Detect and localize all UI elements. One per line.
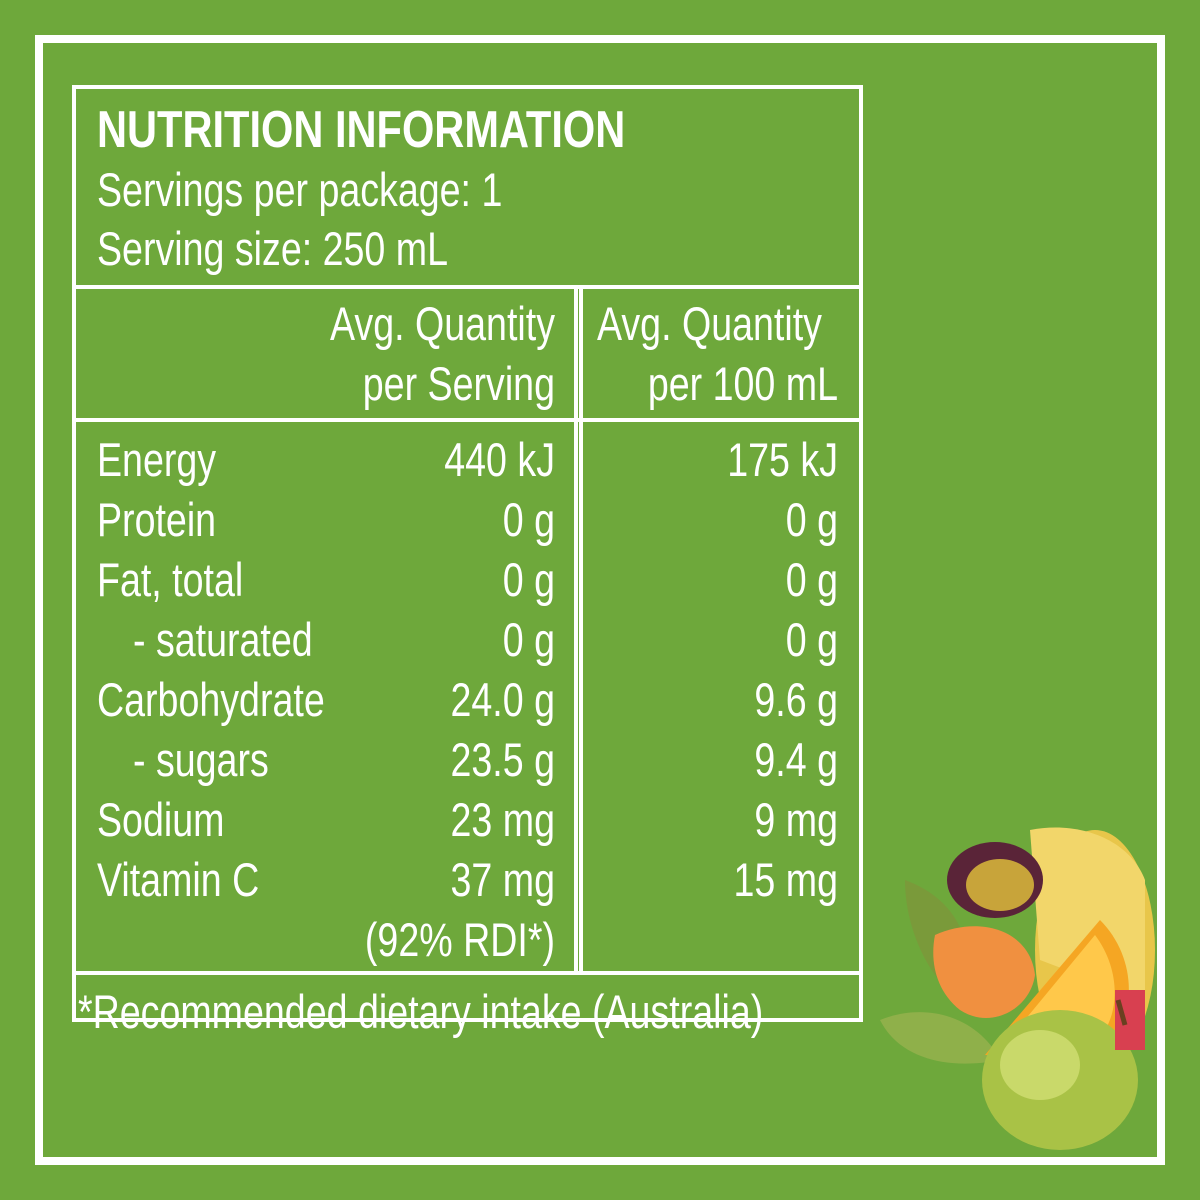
table-lines — [72, 85, 863, 1022]
nutrient-name-group: Sodium — [97, 794, 224, 847]
column-header: per Serving — [363, 358, 555, 411]
column-header-group: per 100 mL — [648, 358, 838, 411]
nutrient-name: Fat, total — [97, 554, 243, 607]
per-100ml-group: 0 g — [786, 494, 838, 547]
per-100ml-group: 9.4 g — [754, 734, 838, 787]
servings-group: Servings per package: 1 — [97, 164, 502, 217]
nutrient-name: - sugars — [133, 734, 269, 787]
rdi-note: (92% RDI*) — [365, 914, 555, 967]
footnote-group: *Recommended dietary intake (Australia) — [78, 986, 763, 1039]
serving-size-group: Serving size: 250 mL — [97, 223, 448, 276]
nutrient-name: Carbohydrate — [97, 674, 325, 727]
per-100ml: 0 g — [786, 614, 838, 667]
per-serving-group: 0 g — [503, 494, 555, 547]
per-serving: 23 mg — [451, 794, 555, 847]
nutrient-name: Energy — [97, 434, 217, 487]
serving-size: Serving size: 250 mL — [97, 223, 448, 276]
per-serving-group: 37 mg — [451, 854, 555, 907]
nutrient-name-group: Vitamin C — [97, 854, 259, 907]
per-100ml: 175 kJ — [727, 434, 838, 487]
nutrient-name-group: Protein — [97, 494, 216, 547]
per-serving: 0 g — [503, 554, 555, 607]
per-100ml-group: 9 mg — [754, 794, 838, 847]
fruit-illustration — [880, 827, 1155, 1150]
nutrient-name: - saturated — [133, 614, 313, 667]
per-serving-group: 0 g — [503, 554, 555, 607]
per-100ml-group: 15 mg — [734, 854, 838, 907]
title-group: NUTRITION INFORMATION — [97, 100, 625, 159]
per-serving: 0 g — [503, 614, 555, 667]
rdi-note-group: (92% RDI*) — [365, 914, 555, 967]
per-100ml: 9 mg — [754, 794, 838, 847]
per-serving: 440 kJ — [444, 434, 555, 487]
per-serving-group: 24.0 g — [450, 674, 555, 727]
title: NUTRITION INFORMATION — [97, 100, 625, 159]
per-serving: 24.0 g — [450, 674, 555, 727]
per-serving: 0 g — [503, 494, 555, 547]
nutrient-name: Protein — [97, 494, 216, 547]
per-100ml-group: 175 kJ — [727, 434, 838, 487]
per-100ml-group: 9.6 g — [754, 674, 838, 727]
per-serving: 23.5 g — [450, 734, 555, 787]
per-100ml-group: 0 g — [786, 554, 838, 607]
per-100ml: 0 g — [786, 494, 838, 547]
nutrient-name: Sodium — [97, 794, 224, 847]
per-100ml: 15 mg — [734, 854, 838, 907]
nutrient-name: Vitamin C — [97, 854, 259, 907]
outer-border — [35, 35, 1165, 1165]
column-header: Avg. Quantity — [330, 298, 556, 351]
per-serving: 37 mg — [451, 854, 555, 907]
column-header-group: per Serving — [363, 358, 555, 411]
per-100ml: 9.6 g — [754, 674, 838, 727]
nutrient-name-group: Carbohydrate — [97, 674, 325, 727]
per-serving-group: 440 kJ — [444, 434, 555, 487]
per-100ml: 0 g — [786, 554, 838, 607]
per-100ml-group: 0 g — [786, 614, 838, 667]
servings: Servings per package: 1 — [97, 164, 502, 217]
per-serving-group: 0 g — [503, 614, 555, 667]
per-100ml: 9.4 g — [754, 734, 838, 787]
nutrient-name-group: Fat, total — [97, 554, 243, 607]
column-header: per 100 mL — [648, 358, 838, 411]
per-serving-group: 23 mg — [451, 794, 555, 847]
nutrient-name-group: - sugars — [133, 734, 269, 787]
per-serving-group: 23.5 g — [450, 734, 555, 787]
nutrient-name-group: Energy — [97, 434, 217, 487]
column-header-group: Avg. Quantity — [597, 298, 823, 351]
column-header: Avg. Quantity — [597, 298, 823, 351]
nutrient-name-group: - saturated — [133, 614, 313, 667]
footnote: *Recommended dietary intake (Australia) — [78, 986, 763, 1039]
column-header-group: Avg. Quantity — [330, 298, 556, 351]
